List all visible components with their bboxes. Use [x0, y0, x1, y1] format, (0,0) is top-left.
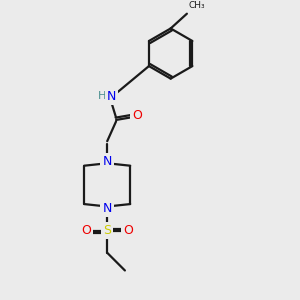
Text: N: N	[103, 202, 112, 215]
Text: S: S	[103, 224, 111, 237]
Text: O: O	[132, 109, 142, 122]
Text: H: H	[98, 91, 106, 101]
Text: O: O	[124, 224, 134, 237]
Text: N: N	[107, 90, 116, 103]
Text: N: N	[103, 155, 112, 168]
Text: CH₃: CH₃	[188, 1, 205, 10]
Text: O: O	[81, 224, 91, 237]
